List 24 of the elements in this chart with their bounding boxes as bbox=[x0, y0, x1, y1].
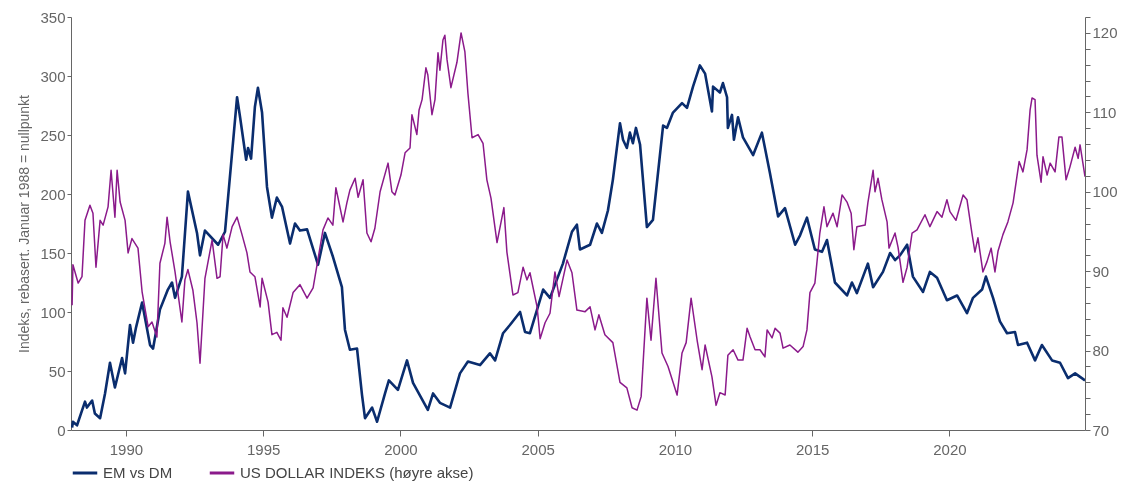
x-tick-label: 1995 bbox=[246, 440, 281, 458]
y-tick-label: 250 bbox=[40, 126, 66, 144]
x-tick-label: 2005 bbox=[521, 440, 555, 458]
y-tick-label: 100 bbox=[40, 303, 66, 321]
y2-tick-label: 120 bbox=[1092, 24, 1118, 42]
x-tick-label: 2000 bbox=[384, 440, 418, 458]
y-tick-label: 300 bbox=[40, 67, 66, 85]
y-tick-label: 200 bbox=[40, 185, 66, 203]
y2-tick-label: 70 bbox=[1092, 421, 1110, 439]
y-tick-label: 50 bbox=[48, 362, 66, 380]
y-tick-label: 350 bbox=[40, 8, 66, 26]
x-tick-label: 2010 bbox=[658, 440, 693, 458]
y-tick-label: 150 bbox=[40, 244, 66, 262]
y2-tick-label: 100 bbox=[1092, 183, 1118, 201]
y-axis-title: Indeks, rebasert. Januar 1988 = nullpunkt bbox=[16, 94, 33, 354]
legend-label: US DOLLAR INDEKS (høyre akse) bbox=[240, 464, 474, 481]
y2-tick-label: 110 bbox=[1092, 103, 1117, 121]
legend-label: EM vs DM bbox=[103, 464, 173, 481]
x-tick-label: 2020 bbox=[933, 440, 967, 458]
y2-tick-label: 80 bbox=[1092, 342, 1110, 360]
x-tick-label: 2015 bbox=[795, 440, 830, 458]
x-tick-label: 1990 bbox=[109, 440, 144, 458]
y-tick-label: 0 bbox=[57, 421, 66, 439]
y2-tick-label: 90 bbox=[1092, 262, 1110, 280]
